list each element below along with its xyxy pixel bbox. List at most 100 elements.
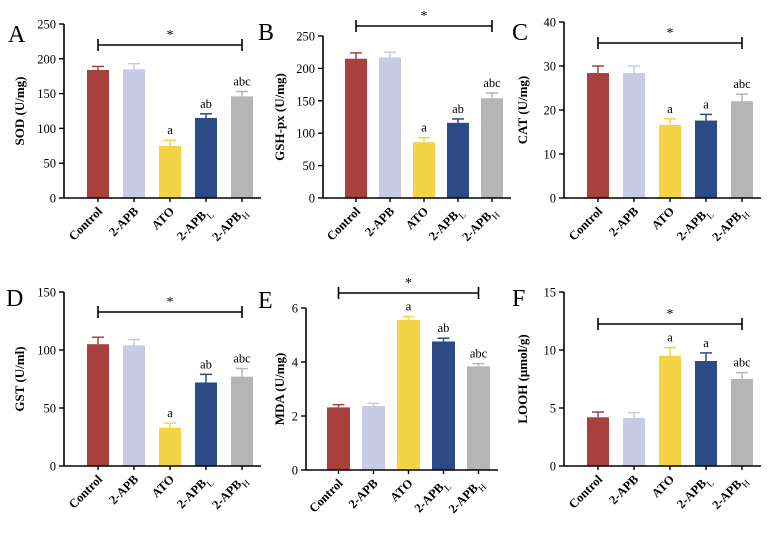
data-label: ab <box>438 321 450 335</box>
data-label: abc <box>733 77 751 91</box>
x-tick-label: 2-APBL <box>412 476 455 519</box>
x-tick-label: 2-APBH <box>446 476 489 519</box>
x-tick-label: ATO <box>649 204 677 232</box>
y-tick-label: 100 <box>37 344 56 358</box>
data-label: a <box>667 331 673 345</box>
x-tick-label: Control <box>324 204 364 244</box>
x-tick-label: ATO <box>387 476 415 504</box>
x-tick-label: ATO <box>649 472 677 500</box>
x-tick-label: 2-APBL <box>174 472 217 515</box>
panel-letter: F <box>512 286 525 312</box>
bar <box>345 58 367 199</box>
data-label: abc <box>233 75 251 89</box>
y-tick-label: 0 <box>309 192 315 206</box>
y-axis-label: SOD (U/mg) <box>12 77 27 146</box>
x-tick-label: 2-APB <box>606 472 641 507</box>
x-tick-label: 2-APBH <box>459 204 502 247</box>
y-axis-label: GSH-px (U/mg) <box>272 73 287 161</box>
y-tick-label: 200 <box>296 62 315 76</box>
panel-letter: E <box>258 288 273 314</box>
x-tick-label: 2-APBH <box>709 204 752 247</box>
y-tick-label: 250 <box>296 30 315 44</box>
bar <box>123 69 145 199</box>
x-tick-label: 2-APBL <box>674 204 717 247</box>
x-tick-label: Control <box>66 472 106 512</box>
bar <box>731 101 753 198</box>
chart-panel-f: F LOOH (μmol/g) a a abc 0 5 10 15 Control 2-APB ATO… <box>512 286 761 515</box>
x-tick-label: 2-APBH <box>209 204 252 247</box>
x-tick-label: 2-APBL <box>426 204 469 247</box>
x-tick-label: 2-APB <box>106 204 141 239</box>
bar <box>731 379 753 466</box>
y-tick-label: 5 <box>550 402 556 416</box>
data-label: ab <box>452 102 464 116</box>
y-tick-label: 20 <box>544 104 557 118</box>
bar <box>432 341 455 470</box>
y-axis-label: MDA (U/mg) <box>272 353 287 426</box>
y-axis-label: LOOH (μmol/g) <box>515 334 530 423</box>
bar <box>623 417 645 466</box>
bar <box>447 122 469 198</box>
bar <box>159 427 181 466</box>
bar <box>467 366 490 470</box>
significance-star: * <box>667 307 674 322</box>
data-label: ab <box>200 357 212 371</box>
y-tick-label: 40 <box>544 16 557 30</box>
chart-panel-c: C CAT (U/mg) a a abc 0 10 20 30 40 Control 2-APB ATO… <box>512 16 761 247</box>
bar <box>413 142 435 198</box>
bar <box>397 319 420 470</box>
y-tick-label: 6 <box>292 302 298 316</box>
y-axis-label: GST (U/ml) <box>12 346 27 411</box>
y-tick-label: 250 <box>37 18 56 32</box>
significance-star: * <box>421 9 428 24</box>
y-tick-label: 10 <box>544 148 557 162</box>
y-tick-label: 0 <box>550 192 556 206</box>
data-label: a <box>667 102 673 116</box>
x-tick-label: 2-APB <box>106 472 141 507</box>
bar <box>587 417 609 466</box>
significance-star: * <box>405 276 412 291</box>
bar <box>695 120 717 198</box>
data-label: a <box>703 336 709 350</box>
y-tick-label: 100 <box>296 127 315 141</box>
x-tick-label: Control <box>566 204 606 244</box>
y-tick-label: 150 <box>296 94 315 108</box>
y-tick-label: 200 <box>37 52 56 66</box>
bar <box>195 117 217 198</box>
x-tick-label: 2-APB <box>606 204 641 239</box>
data-label: a <box>167 406 173 420</box>
bar <box>231 376 253 466</box>
bar <box>231 96 253 198</box>
y-tick-label: 0 <box>50 460 56 474</box>
panel-letter: B <box>258 20 274 46</box>
y-tick-label: 150 <box>37 87 56 101</box>
y-axis-label: CAT (U/mg) <box>515 76 530 145</box>
y-tick-label: 100 <box>37 122 56 136</box>
y-tick-label: 50 <box>303 159 316 173</box>
y-tick-label: 0 <box>550 460 556 474</box>
data-label: abc <box>483 76 501 90</box>
x-tick-label: Control <box>566 472 606 512</box>
data-label: a <box>406 300 412 314</box>
bar <box>481 98 503 198</box>
y-tick-label: 50 <box>44 402 57 416</box>
x-tick-label: 2-APBL <box>174 204 217 247</box>
y-tick-label: 50 <box>44 157 57 171</box>
x-tick-label: Control <box>306 476 346 516</box>
y-tick-label: 30 <box>544 60 557 74</box>
y-tick-label: 15 <box>544 286 557 300</box>
significance-star: * <box>167 28 174 43</box>
chart-panel-d: D GST (U/ml) a ab abc 0 50 100 150 Control 2-APB AT… <box>6 286 261 515</box>
x-tick-label: 2-APBH <box>709 472 752 515</box>
significance-star: * <box>167 295 174 310</box>
x-tick-label: 2-APB <box>362 204 397 239</box>
y-tick-label: 10 <box>544 344 557 358</box>
data-label: abc <box>470 347 488 361</box>
panel-letter: A <box>8 22 26 48</box>
panel-letter: C <box>512 20 528 46</box>
y-tick-label: 4 <box>292 356 299 370</box>
y-tick-label: 150 <box>37 286 56 300</box>
